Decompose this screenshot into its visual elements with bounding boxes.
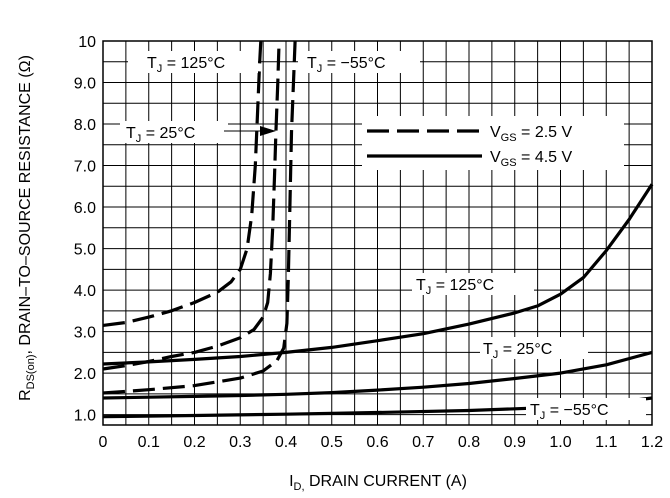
x-tick-labels: 0 0.1 0.2 0.3 0.4 0.5 0.6 0.7 0.8 0.9 1.0 1.1 1.2 — [99, 434, 664, 451]
x-tick-label: 1.0 — [549, 434, 571, 451]
annotation-arrow-icon — [260, 126, 276, 136]
y-tick-label: 10 — [78, 34, 96, 51]
annotation-tjm55-dashed: TJ = −55°C — [307, 55, 386, 75]
annotation-bg — [298, 51, 420, 73]
legend-entry-vgs45: VGS = 4.5 V — [490, 149, 573, 169]
annotation-tj25-solid: TJ = 25°C — [483, 341, 552, 361]
legend-box — [362, 116, 624, 170]
plot-frame — [102, 40, 653, 426]
y-tick-label: 1.0 — [74, 408, 96, 425]
y-tick-label: 8.0 — [74, 117, 96, 134]
series-line-vgs25-tjm55 — [102, 40, 297, 395]
series-line-vgs45-tj25 — [102, 350, 653, 400]
x-tick-label: 0.1 — [138, 434, 160, 451]
y-tick-label: 3.0 — [74, 325, 96, 342]
annotation-bg — [480, 337, 588, 359]
annotations: TJ = 125°C TJ = −55°C TJ = 25°C TJ = 125… — [120, 51, 646, 422]
series-group — [102, 40, 654, 419]
x-tick-label: 1.2 — [641, 434, 663, 451]
x-tick-label: 0 — [99, 434, 108, 451]
y-tick-label: 7.0 — [74, 159, 96, 176]
annotation-bg — [120, 121, 228, 143]
series-line-vgs45-tj125 — [102, 183, 654, 366]
legend: VGS = 2.5 V VGS = 4.5 V — [362, 116, 624, 170]
legend-entry-vgs25: VGS = 2.5 V — [490, 124, 573, 144]
y-tick-label: 6.0 — [74, 200, 96, 217]
plot-border — [102, 40, 653, 426]
series-line-vgs25-tj125 — [102, 40, 263, 327]
series-line-vgs25-tj25 — [102, 40, 281, 371]
annotation-tj125-solid: TJ = 125°C — [416, 277, 494, 297]
y-tick-labels: 1.0 2.0 3.0 4.0 5.0 6.0 7.0 8.0 9.0 10 — [74, 34, 96, 425]
x-tick-label: 0.9 — [504, 434, 526, 451]
y-tick-label: 4.0 — [74, 283, 96, 300]
y-tick-label: 5.0 — [74, 242, 96, 259]
y-tick-label: 2.0 — [74, 366, 96, 383]
x-tick-label: 0.5 — [321, 434, 343, 451]
x-tick-label: 0.2 — [183, 434, 205, 451]
y-axis-title: RDS(on), DRAIN–TO–SOURCE RESISTANCE (Ω) — [17, 55, 37, 401]
annotation-bg — [526, 398, 646, 420]
x-tick-label: 0.4 — [275, 434, 297, 451]
x-tick-label: 0.6 — [366, 434, 388, 451]
annotation-tjm55-solid: TJ = −55°C — [530, 402, 609, 422]
annotation-tj25-dashed: TJ = 25°C — [126, 125, 195, 145]
x-tick-label: 1.1 — [595, 434, 617, 451]
x-tick-label: 0.3 — [229, 434, 251, 451]
annotation-bg — [128, 51, 258, 73]
x-tick-label: 0.7 — [412, 434, 434, 451]
x-axis-title: ID, DRAIN CURRENT (A) — [289, 473, 467, 493]
x-tick-label: 0.8 — [458, 434, 480, 451]
grid — [102, 40, 653, 425]
annotation-bg — [412, 273, 534, 295]
y-tick-label: 9.0 — [74, 76, 96, 93]
annotation-tj125-dashed: TJ = 125°C — [147, 55, 225, 75]
